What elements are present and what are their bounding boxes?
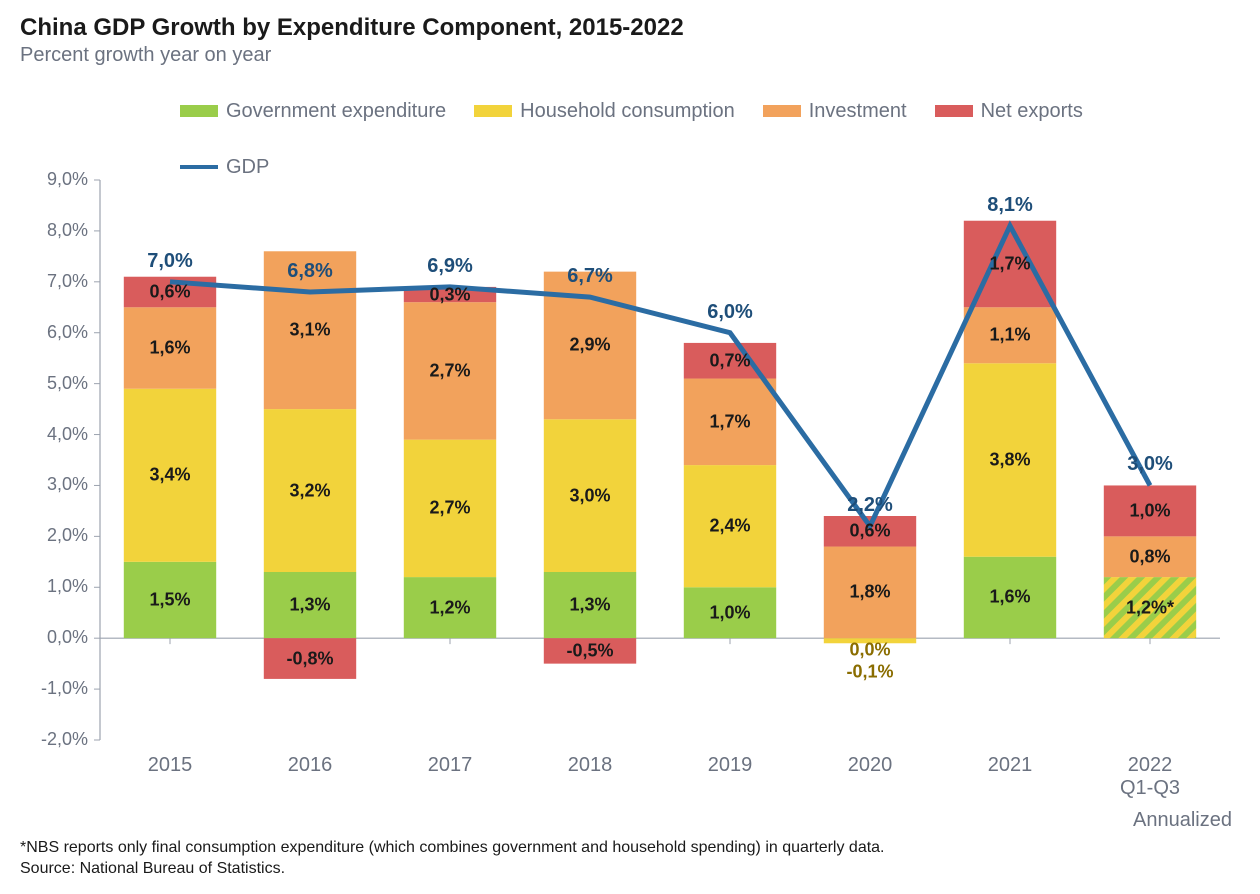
y-tick-label: -1,0% [18, 678, 88, 699]
bar-value-label: 3,2% [289, 480, 330, 501]
bar-value-label: 2,7% [429, 360, 470, 381]
y-tick-label: 2,0% [18, 525, 88, 546]
bar-value-label: 1,2% [429, 597, 470, 618]
legend-label-inv: Investment [809, 95, 907, 127]
legend-label-gdp: GDP [226, 151, 269, 183]
gdp-value-label: 8,1% [987, 194, 1033, 217]
y-tick-label: 6,0% [18, 322, 88, 343]
y-tick-label: 8,0% [18, 220, 88, 241]
bar-value-label: 0,6% [149, 282, 190, 303]
legend-item-gdp: GDP [180, 151, 269, 183]
bar-value-label: 0,0% [849, 640, 890, 661]
bar-value-label: 0,7% [709, 350, 750, 371]
bar-value-label: 2,7% [429, 498, 470, 519]
y-tick-label: 7,0% [18, 271, 88, 292]
bar-value-label: -0,8% [286, 648, 333, 669]
gdp-value-label: 6,9% [427, 255, 473, 278]
bar-value-label: 3,1% [289, 320, 330, 341]
bar-value-label: 3,0% [569, 485, 610, 506]
bar-value-label: 1,3% [289, 595, 330, 616]
bar-value-label: 1,0% [709, 602, 750, 623]
chart-footnote: *NBS reports only final consumption expe… [20, 837, 885, 880]
legend-item-hh: Household consumption [474, 95, 735, 127]
annualized-label: Annualized [1133, 809, 1232, 832]
bar-value-label: 0,8% [1129, 546, 1170, 567]
bar-value-label: 3,8% [989, 450, 1030, 471]
bar-value-label: 1,8% [849, 582, 890, 603]
bar-value-label: 2,9% [569, 335, 610, 356]
legend-item-inv: Investment [763, 95, 907, 127]
y-tick-label: 9,0% [18, 169, 88, 190]
gdp-value-label: 6,8% [287, 260, 333, 283]
y-tick-label: 0,0% [18, 627, 88, 648]
legend-label-gov: Government expenditure [226, 95, 446, 127]
legend-swatch-inv [763, 105, 801, 117]
bar-value-label: 1,6% [149, 338, 190, 359]
bar-value-label: 0,6% [849, 521, 890, 542]
bar-value-label: 1,0% [1129, 500, 1170, 521]
bar-value-label: 1,7% [989, 254, 1030, 275]
x-category-label: 2018 [568, 754, 613, 777]
x-category-label: 2021 [988, 754, 1033, 777]
chart-title: China GDP Growth by Expenditure Componen… [20, 14, 1240, 42]
gdp-value-label: 2,2% [847, 494, 893, 517]
legend-item-netex: Net exports [935, 95, 1083, 127]
bar-value-label: 1,6% [989, 587, 1030, 608]
footnote-line-2: Source: National Bureau of Statistics. [20, 858, 885, 880]
gdp-value-label: 6,0% [707, 301, 753, 324]
legend-item-gov: Government expenditure [180, 95, 446, 127]
bar-value-label: 1,3% [569, 595, 610, 616]
legend: Government expenditure Household consumpt… [180, 95, 1180, 183]
bar-value-label: 3,4% [149, 465, 190, 486]
x-category-label: 2017 [428, 754, 473, 777]
x-category-label: 2019 [708, 754, 753, 777]
bar-value-label: 1,5% [149, 590, 190, 611]
bar-value-label: 0,3% [429, 284, 470, 305]
y-tick-label: -2,0% [18, 729, 88, 750]
chart-subtitle: Percent growth year on year [20, 44, 1240, 67]
legend-swatch-gov [180, 105, 218, 117]
legend-label-netex: Net exports [981, 95, 1083, 127]
x-category-label: 2016 [288, 754, 333, 777]
legend-swatch-netex [935, 105, 973, 117]
y-tick-label: 3,0% [18, 474, 88, 495]
legend-label-hh: Household consumption [520, 95, 735, 127]
bar-value-label: 2,4% [709, 516, 750, 537]
bar-value-label: -0,5% [566, 640, 613, 661]
bar-value-label: 1,2%* [1126, 597, 1174, 618]
y-tick-label: 4,0% [18, 424, 88, 445]
gdp-value-label: 7,0% [147, 250, 193, 273]
chart-plot-area: -2,0%-1,0%0,0%1,0%2,0%3,0%4,0%5,0%6,0%7,… [100, 180, 1220, 740]
legend-swatch-gdp [180, 165, 218, 169]
footnote-line-1: *NBS reports only final consumption expe… [20, 837, 885, 859]
legend-swatch-hh [474, 105, 512, 117]
gdp-value-label: 3,0% [1127, 453, 1173, 476]
x-category-label: 2015 [148, 754, 193, 777]
x-category-label: 2020 [848, 754, 893, 777]
y-tick-label: 1,0% [18, 576, 88, 597]
bar-value-label: -0,1% [846, 662, 893, 683]
gdp-value-label: 6,7% [567, 265, 613, 288]
bar-value-label: 1,1% [989, 325, 1030, 346]
y-tick-label: 5,0% [18, 373, 88, 394]
bar-value-label: 1,7% [709, 411, 750, 432]
x-category-label: 2022 Q1-Q3 [1115, 754, 1185, 800]
